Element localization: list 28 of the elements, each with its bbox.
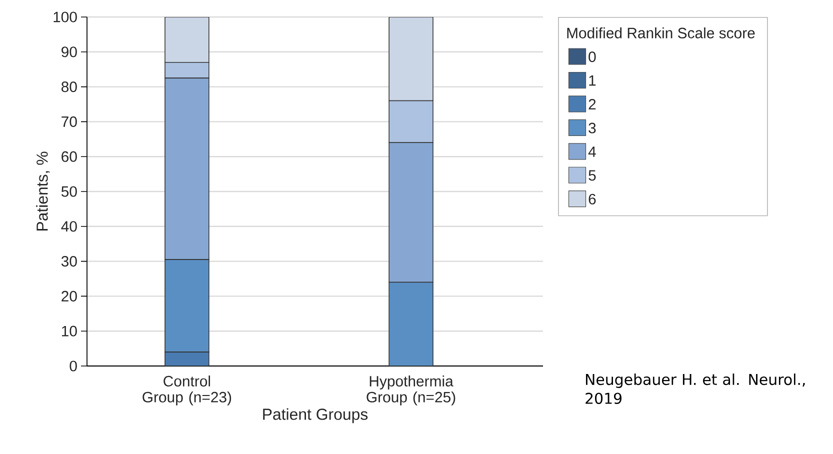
x-axis-title: Patient Groups — [263, 408, 368, 424]
y-tick-label: 20 — [62, 290, 77, 302]
bar — [388, 282, 434, 366]
text: Neugebauer H. et al. Neurol., 2019 — [586, 374, 805, 404]
legend-label: 2 — [588, 98, 596, 110]
legend-label: 5 — [588, 170, 596, 181]
y-tick-label: 50 — [61, 186, 77, 197]
y-tick-label: 60 — [62, 151, 77, 162]
legend-label: 4 — [588, 146, 596, 157]
legend-title: Modified Rankin Scale score — [567, 27, 755, 38]
bar — [164, 259, 210, 352]
y-tick-label: 0 — [70, 360, 77, 372]
y-tick-label: 90 — [62, 46, 77, 58]
x-tick-label: Control Group (n=23) — [142, 376, 232, 406]
y-axis-title: Patients, % — [36, 152, 50, 230]
y-tick-label: 70 — [62, 116, 77, 127]
y-tick-label: 30 — [61, 256, 77, 267]
y-tick-label: 100 — [54, 12, 77, 22]
x-tick-label: Hypothermia Group (n=25) — [366, 376, 456, 406]
legend-label: 0 — [588, 52, 596, 62]
bar — [388, 16, 434, 102]
bar — [164, 16, 210, 63]
y-tick-label: 40 — [61, 221, 77, 232]
legend-label: 3 — [588, 122, 596, 134]
legend-label: 1 — [589, 75, 596, 86]
y-tick-label: 10 — [62, 326, 77, 336]
legend-label: 6 — [588, 194, 596, 204]
y-tick-label: 80 — [62, 82, 77, 92]
